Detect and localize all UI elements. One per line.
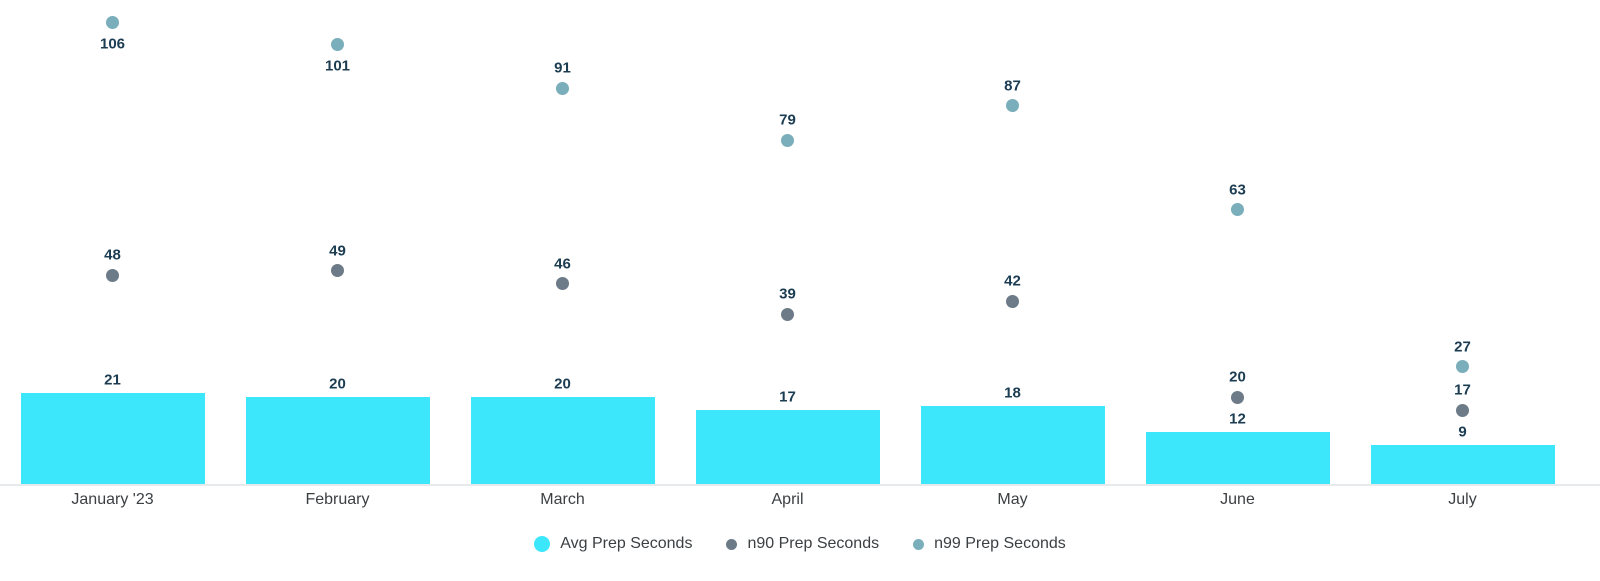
n99-prep-seconds-dot[interactable] (781, 133, 794, 147)
x-axis-label: March (540, 491, 585, 508)
avg-prep-seconds-bar[interactable] (1370, 445, 1555, 484)
x-axis-label: June (1220, 491, 1255, 508)
data-value-label: 79 (779, 111, 796, 129)
data-value-label: 46 (554, 255, 571, 273)
n90-prep-seconds-dot[interactable] (1006, 294, 1019, 308)
x-axis-label: February (305, 491, 370, 508)
data-value-label: 17 (779, 388, 796, 406)
data-value-label: 63 (1229, 181, 1246, 199)
n90-prep-seconds-dot[interactable] (781, 307, 794, 321)
legend-item-n99-prep-seconds[interactable]: n99 Prep Seconds (913, 535, 1066, 553)
data-value-label: 42 (1004, 272, 1021, 290)
x-axis-label: April (771, 491, 804, 508)
data-value-label: 17 (1454, 381, 1471, 399)
n99-prep-seconds-swatch-icon (913, 538, 925, 550)
x-axis-line (0, 484, 1600, 486)
avg-prep-seconds-bar[interactable] (695, 410, 880, 484)
legend-item-n90-prep-seconds[interactable]: n90 Prep Seconds (726, 535, 879, 553)
data-value-label: 20 (554, 375, 571, 393)
chart-plot-area: 21 48 106 20 49 101 20 46 91 17 39 79 18 42 87 12 20 63 9 1… (20, 16, 1555, 484)
x-axis-label: May (997, 491, 1028, 508)
n90-prep-seconds-dot[interactable] (556, 277, 569, 291)
n99-prep-seconds-dot[interactable] (1231, 203, 1244, 217)
data-value-label: 21 (104, 371, 121, 389)
legend: Avg Prep Seconds n90 Prep Seconds n99 Pr… (0, 529, 1600, 559)
x-axis-label: January '23 (71, 491, 154, 508)
legend-label: n99 Prep Seconds (934, 535, 1066, 552)
n99-prep-seconds-dot[interactable] (106, 16, 119, 30)
n99-prep-seconds-dot[interactable] (1456, 360, 1469, 374)
n90-prep-seconds-dot[interactable] (1231, 390, 1244, 404)
avg-prep-seconds-bar[interactable] (20, 393, 205, 484)
avg-prep-seconds-swatch-icon (534, 536, 551, 552)
legend-label: Avg Prep Seconds (560, 535, 693, 552)
n99-prep-seconds-dot[interactable] (331, 38, 344, 52)
avg-prep-seconds-bar[interactable] (470, 397, 655, 484)
data-value-label: 87 (1004, 77, 1021, 95)
n99-prep-seconds-dot[interactable] (1006, 99, 1019, 113)
n99-prep-seconds-dot[interactable] (556, 81, 569, 95)
n90-prep-seconds-dot[interactable] (331, 264, 344, 278)
n90-prep-seconds-swatch-icon (726, 538, 738, 550)
legend-label: n90 Prep Seconds (747, 535, 880, 552)
data-value-label: 20 (329, 375, 346, 393)
data-value-label: 39 (779, 285, 796, 303)
data-value-label: 49 (329, 242, 346, 260)
data-value-label: 91 (554, 59, 571, 77)
avg-prep-seconds-bar[interactable] (1145, 432, 1330, 484)
data-value-label: 12 (1229, 410, 1246, 428)
x-axis-label: July (1448, 491, 1477, 508)
data-value-label: 48 (104, 246, 121, 264)
data-value-label: 106 (99, 35, 126, 53)
avg-prep-seconds-bar[interactable] (920, 406, 1105, 484)
data-value-label: 27 (1454, 338, 1471, 356)
legend-item-avg-prep-seconds[interactable]: Avg Prep Seconds (534, 535, 692, 553)
data-value-label: 18 (1004, 384, 1021, 402)
data-value-label: 20 (1229, 368, 1246, 386)
data-value-label: 101 (324, 57, 351, 75)
avg-prep-seconds-bar[interactable] (245, 397, 430, 484)
data-value-label: 9 (1458, 423, 1467, 441)
n90-prep-seconds-dot[interactable] (106, 268, 119, 282)
n90-prep-seconds-dot[interactable] (1456, 403, 1469, 417)
